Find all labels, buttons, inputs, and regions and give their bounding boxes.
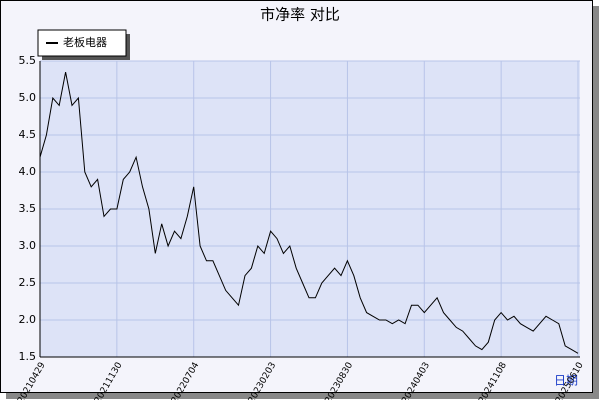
line-series bbox=[39, 72, 579, 354]
y-tick-label: 1.5 bbox=[19, 350, 37, 363]
y-tick-label: 2.5 bbox=[19, 276, 37, 289]
legend-label: 老板电器 bbox=[63, 35, 107, 49]
y-tick-label: 4.0 bbox=[19, 165, 37, 178]
frame-shadow bbox=[6, 393, 599, 399]
y-tick-label: 3.0 bbox=[19, 239, 37, 252]
y-tick-label: 2.0 bbox=[19, 313, 37, 326]
y-tick-label: 5.0 bbox=[19, 91, 37, 104]
y-tick-label: 3.5 bbox=[19, 202, 37, 215]
frame-shadow bbox=[593, 6, 599, 398]
x-axis-label: 日期 bbox=[554, 374, 578, 388]
y-tick-label: 5.5 bbox=[19, 54, 37, 67]
y-tick-label: 4.5 bbox=[19, 128, 37, 141]
chart-title: 市净率 对比 bbox=[260, 6, 340, 24]
